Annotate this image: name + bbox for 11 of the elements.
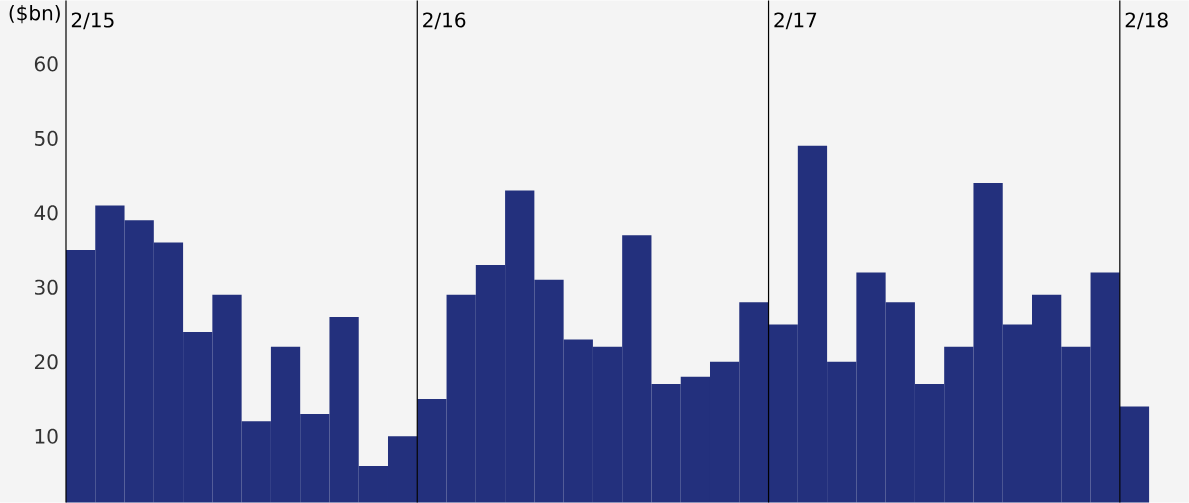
x-tick-label: 2/15 [71, 12, 114, 30]
y-tick-label: 30 [35, 279, 58, 295]
y-tick-label: 20 [34, 354, 58, 370]
x-tick-label: 2/17 [774, 12, 817, 30]
y-tick-label: 40 [34, 205, 58, 221]
y-tick-label: 60 [34, 56, 58, 72]
x-tick-label: 2/18 [1125, 12, 1168, 30]
y-axis-title: ($bn) [9, 4, 60, 24]
y-tick-label: 10 [35, 428, 58, 444]
x-tick-label: 2/16 [423, 12, 466, 30]
y-tick-label: 50 [35, 130, 58, 146]
